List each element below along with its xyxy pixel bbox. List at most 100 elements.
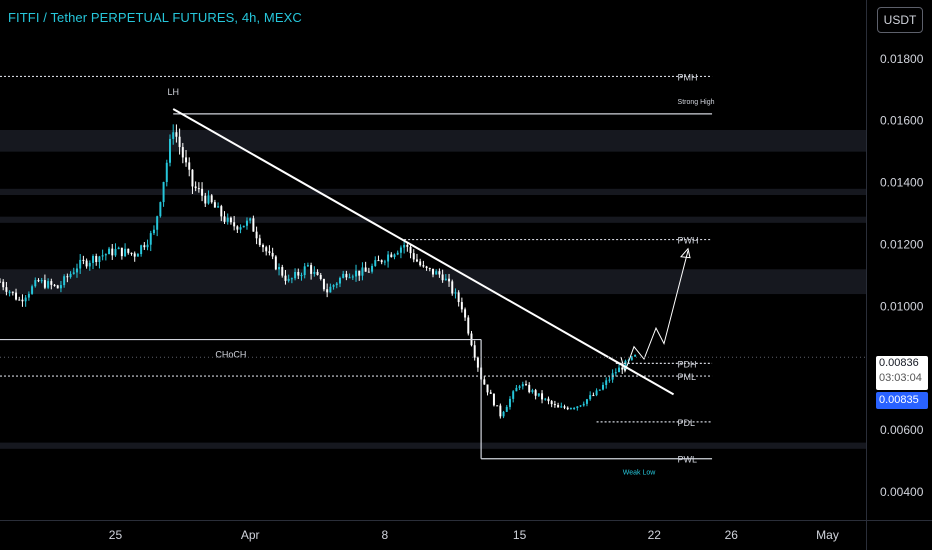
candle-body [149,233,152,245]
candle-body [441,274,444,281]
candle-body [117,247,120,250]
x-tick-label: Apr [241,528,260,542]
candle-body [403,244,406,248]
candle-body [338,277,341,284]
candle-body [589,395,592,400]
candle-body [322,278,325,290]
candle-body [59,285,62,289]
candle-body [8,291,11,293]
candle-body [326,289,329,293]
candle-body [544,398,547,400]
candle-body [387,254,390,262]
candle-body [380,260,383,263]
candle-body [92,256,95,263]
candle-body [634,354,637,357]
x-tick-label: 25 [109,528,123,542]
currency-button[interactable]: USDT [877,7,923,33]
candle-body [332,285,335,287]
candle-body [467,317,470,334]
candle-body [140,245,143,255]
candle-body [101,255,104,257]
candle-body [598,389,601,391]
candle-body [217,206,220,208]
x-tick-label: May [816,528,839,542]
candle-body [31,286,34,294]
candle-body [11,291,14,293]
candle-body [335,283,338,286]
candle-body [525,384,528,386]
candle-body [66,276,69,278]
candle-body [573,408,576,410]
candle-body [422,265,425,267]
candle-body [409,246,412,254]
candle-body [181,147,184,158]
candle-body [127,248,130,253]
candle-body [172,132,175,139]
candle-body [492,393,495,406]
candle-body [605,380,608,385]
candle-body [406,244,409,247]
zone-band-4 [0,442,866,449]
zone-band-1 [0,188,866,195]
candle-body [624,360,627,370]
candle-body [111,248,114,256]
candle-body [448,278,451,282]
candle-body [351,276,354,278]
candle-body [444,278,447,281]
candle-body [69,273,72,278]
candle-body [428,268,431,270]
candle-body [226,217,229,222]
candle-body [348,277,351,279]
candle-body [204,195,207,204]
candle-body [518,386,521,388]
candle-body [521,384,524,387]
candle-body [557,404,560,408]
candle-body [168,138,171,163]
candle-body [367,271,370,273]
candle-body [460,302,463,310]
candle-body [143,245,146,248]
chart-title: FITFI / Tether PERPETUAL FUTURES, 4h, ME… [8,10,302,25]
candle-body [415,259,418,262]
candle-body [364,267,367,272]
candle-body [268,251,271,253]
trendline [172,108,675,396]
candle-body [457,292,460,303]
candle-body [399,247,402,253]
candle-body [156,216,159,230]
candle-body [553,404,556,406]
candle-body [537,393,540,396]
candle-body [213,202,216,208]
x-tick-label: 15 [513,528,527,542]
candle-body [608,379,611,381]
y-tick-label: 0.01600 [880,114,924,128]
candle-body [21,299,24,302]
level-label: PDL [678,418,696,428]
candle-body [512,391,515,399]
candle-body [329,286,332,293]
candle-body [120,247,123,257]
candle-body [85,260,88,267]
candle-body [502,411,505,417]
candle-body [515,387,518,392]
x-tick-label: 8 [382,528,389,542]
candle-body [5,287,8,292]
candle-body [566,407,569,410]
candle-body [281,267,284,276]
candle-body [15,292,18,300]
candle-body [390,254,393,258]
candle-body [130,252,133,254]
candle-body [361,267,364,276]
candle-body [576,406,579,409]
bar-countdown: 03:03:04 [879,372,922,384]
candle-body [201,188,204,196]
candle-body [197,188,200,190]
candle-body [146,244,149,248]
candle-body [43,280,46,288]
candle-body [37,280,40,282]
level-label: CHoCH [215,350,246,360]
candle-body [194,186,197,189]
candle-body [306,265,309,267]
